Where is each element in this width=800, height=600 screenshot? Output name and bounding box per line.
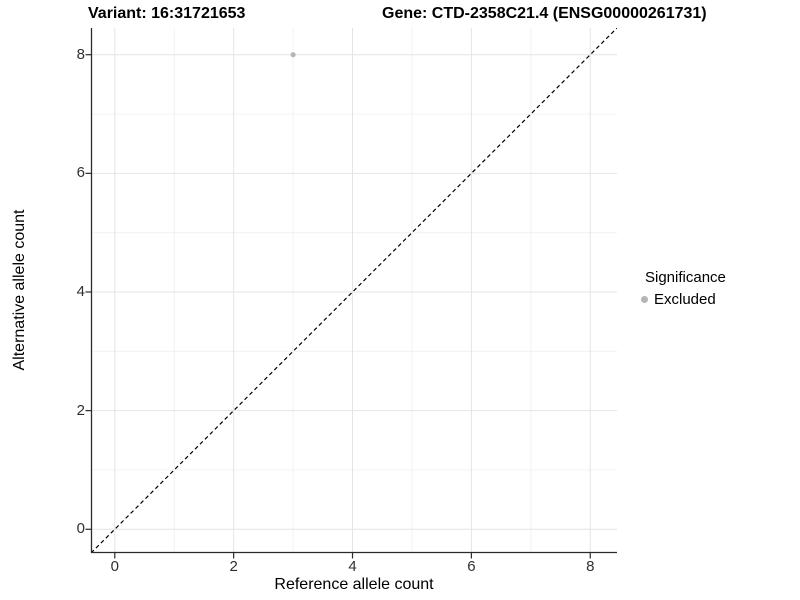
variant-title: Variant: 16:31721653	[88, 5, 246, 22]
y-tick-label: 4	[76, 282, 85, 300]
legend-title: Significance	[645, 269, 726, 286]
x-tick-label: 8	[586, 558, 595, 575]
legend: Significance Excluded	[641, 269, 726, 308]
x-axis-title: Reference allele count	[274, 576, 434, 593]
legend-entry-excluded: Excluded	[641, 291, 726, 308]
x-tick-label: 0	[110, 558, 119, 575]
y-tick-label: 6	[76, 164, 85, 182]
x-tick-label: 2	[229, 558, 238, 575]
x-tick-label: 4	[348, 558, 357, 575]
legend-entry-label: Excluded	[654, 291, 716, 308]
panel-group	[85, 28, 617, 559]
y-tick-label: 0	[76, 520, 85, 538]
x-tick-label: 6	[467, 558, 476, 575]
data-point	[290, 52, 296, 58]
y-axis-title: Alternative allele count	[11, 209, 28, 371]
gene-title: Gene: CTD-2358C21.4 (ENSG00000261731)	[382, 5, 707, 22]
identity-reference-line	[91, 28, 617, 553]
y-tick-label: 2	[76, 401, 85, 419]
excluded-point-icon	[641, 296, 648, 303]
y-tick-label: 8	[76, 45, 85, 63]
